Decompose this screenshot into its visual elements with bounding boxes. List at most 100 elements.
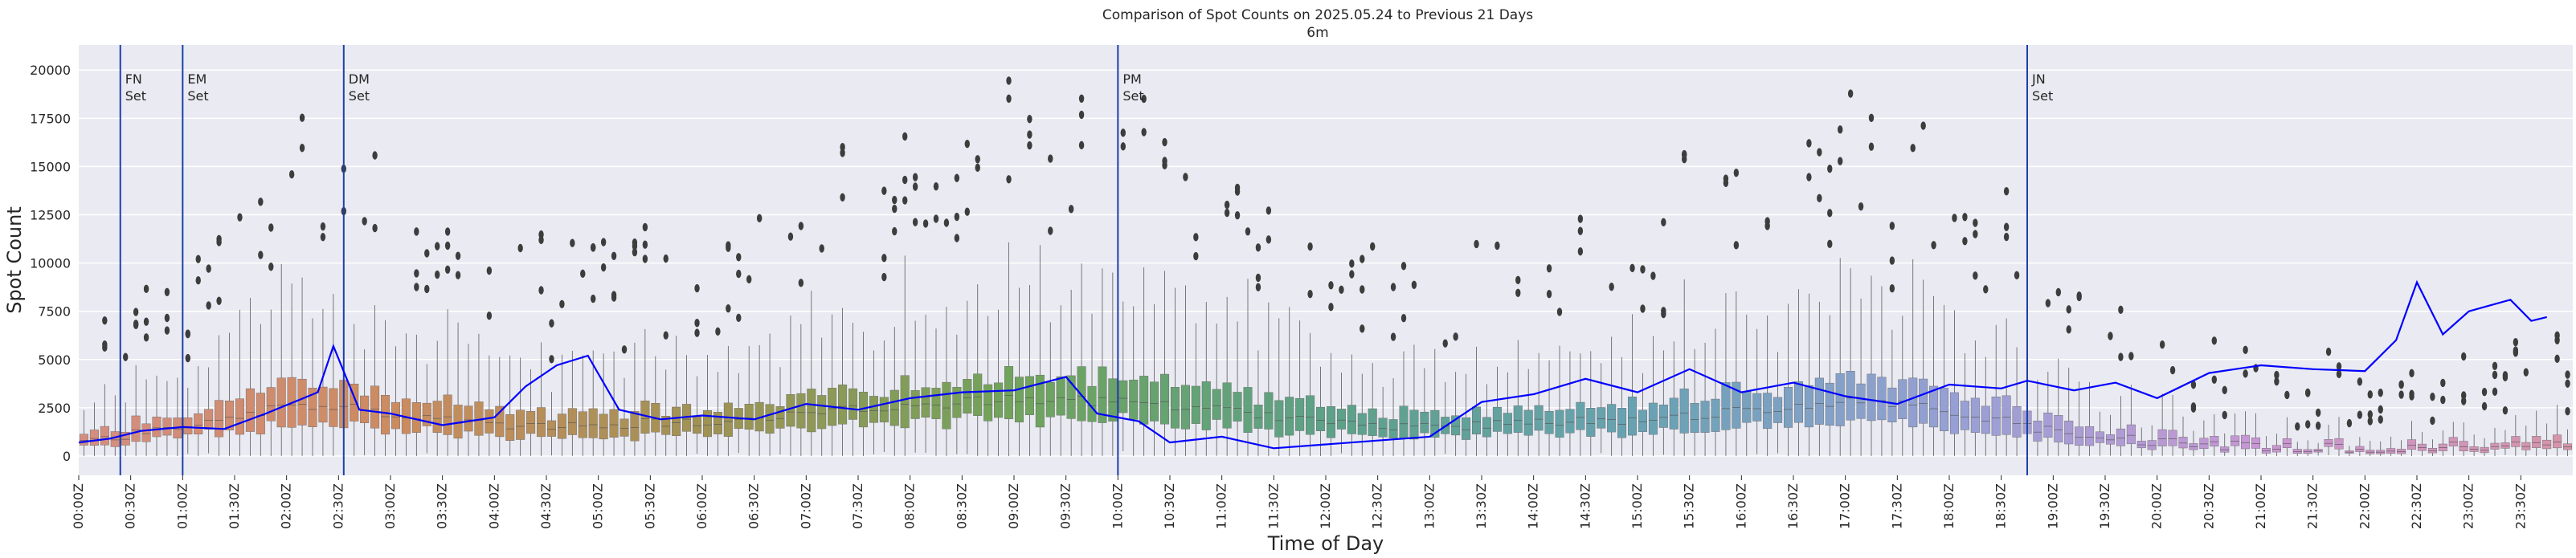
outlier-point [1640,265,1646,274]
outlier-point [216,296,222,305]
box-body [1991,397,2001,436]
outlier-point [1546,264,1552,273]
box-body [1648,402,1658,435]
outlier-point [902,132,908,141]
box-body [2563,443,2573,450]
box-body [276,377,286,428]
x-tick-label: 12:00Z [1318,483,1333,529]
outlier-point [435,242,440,250]
box-body [1253,405,1263,429]
outlier-point [1006,175,1012,184]
outlier-point [1453,332,1458,341]
box-body [2407,439,2417,450]
box-body [411,402,421,433]
outlier-point [1764,217,1770,226]
box-body [204,409,214,430]
box-body [557,413,566,439]
outlier-point [1889,222,1895,230]
box-body [1118,380,1128,413]
box-body [921,387,930,417]
box-body [775,406,785,429]
outlier-point [216,234,222,243]
outlier-point [1889,256,1895,265]
box-body [2334,438,2344,450]
outlier-point [840,193,845,202]
outlier-point [2315,422,2321,430]
box-body [2438,443,2447,451]
box-body [1014,377,1024,423]
box-body [588,408,598,438]
outlier-point [2284,390,2290,400]
outlier-point [2502,405,2509,415]
outlier-point [1973,230,1978,238]
outlier-point [2211,375,2217,384]
outlier-point [2492,370,2498,380]
box-body [2261,448,2271,454]
outlier-point [1400,313,1407,323]
outlier-point [123,352,129,361]
box-body [432,401,442,434]
box-body [838,384,848,425]
box-body [1638,409,1647,433]
box-body [2002,395,2011,435]
outlier-point [299,144,305,153]
outlier-point [2003,232,2010,242]
box-body [2282,438,2292,448]
box-body [1264,392,1274,430]
outlier-point [2398,380,2404,389]
outlier-point [975,155,980,164]
outlier-point [1827,239,1833,249]
box-body [546,420,556,437]
box-body [1368,408,1377,436]
outlier-point [414,227,419,236]
outlier-point [2274,370,2280,380]
box-body [1180,385,1190,430]
outlier-point [1827,164,1833,173]
outlier-point [632,238,638,247]
box-body [2136,441,2146,449]
outlier-point [1224,200,1230,210]
box-body [983,384,993,422]
box-body [1077,366,1086,422]
outlier-point [2367,410,2373,419]
outlier-point [1234,183,1241,193]
outlier-point [1183,173,1188,181]
plot-background [79,45,2573,475]
outlier-point [1838,125,1843,134]
box-body [100,426,109,446]
box-body [1887,387,1897,422]
outlier-point [2305,388,2311,397]
outlier-point [2066,325,2071,334]
outlier-point [2066,305,2071,314]
outlier-point [1360,255,1365,263]
box-body [1773,397,1783,423]
box-body [2386,448,2396,454]
outlier-point [2014,271,2020,280]
box-body [1295,397,1305,431]
box-body [2480,446,2489,454]
outlier-point [2325,347,2332,356]
outlier-point [486,311,493,320]
outlier-point [787,232,794,241]
outlier-point [2118,305,2124,315]
outlier-point [1078,110,1085,120]
y-tick-label: 2500 [38,401,71,416]
outlier-point [902,175,908,185]
y-tick-label: 7500 [38,304,71,320]
outlier-point [2409,369,2414,378]
outlier-point [1546,289,1552,299]
box-body [2157,429,2167,446]
outlier-point [549,319,554,328]
box-body [1503,413,1512,434]
y-axis-label: Spot Count [3,206,26,313]
x-tick-label: 05:00Z [591,483,606,529]
outlier-point [1400,262,1407,271]
box-body [2469,446,2479,452]
box-body [1793,381,1803,423]
box-body [1513,405,1523,433]
box-body [661,415,671,435]
outlier-point [933,181,939,191]
box-body [1191,385,1200,424]
outlier-point [2554,331,2560,340]
outlier-point [2513,338,2519,347]
